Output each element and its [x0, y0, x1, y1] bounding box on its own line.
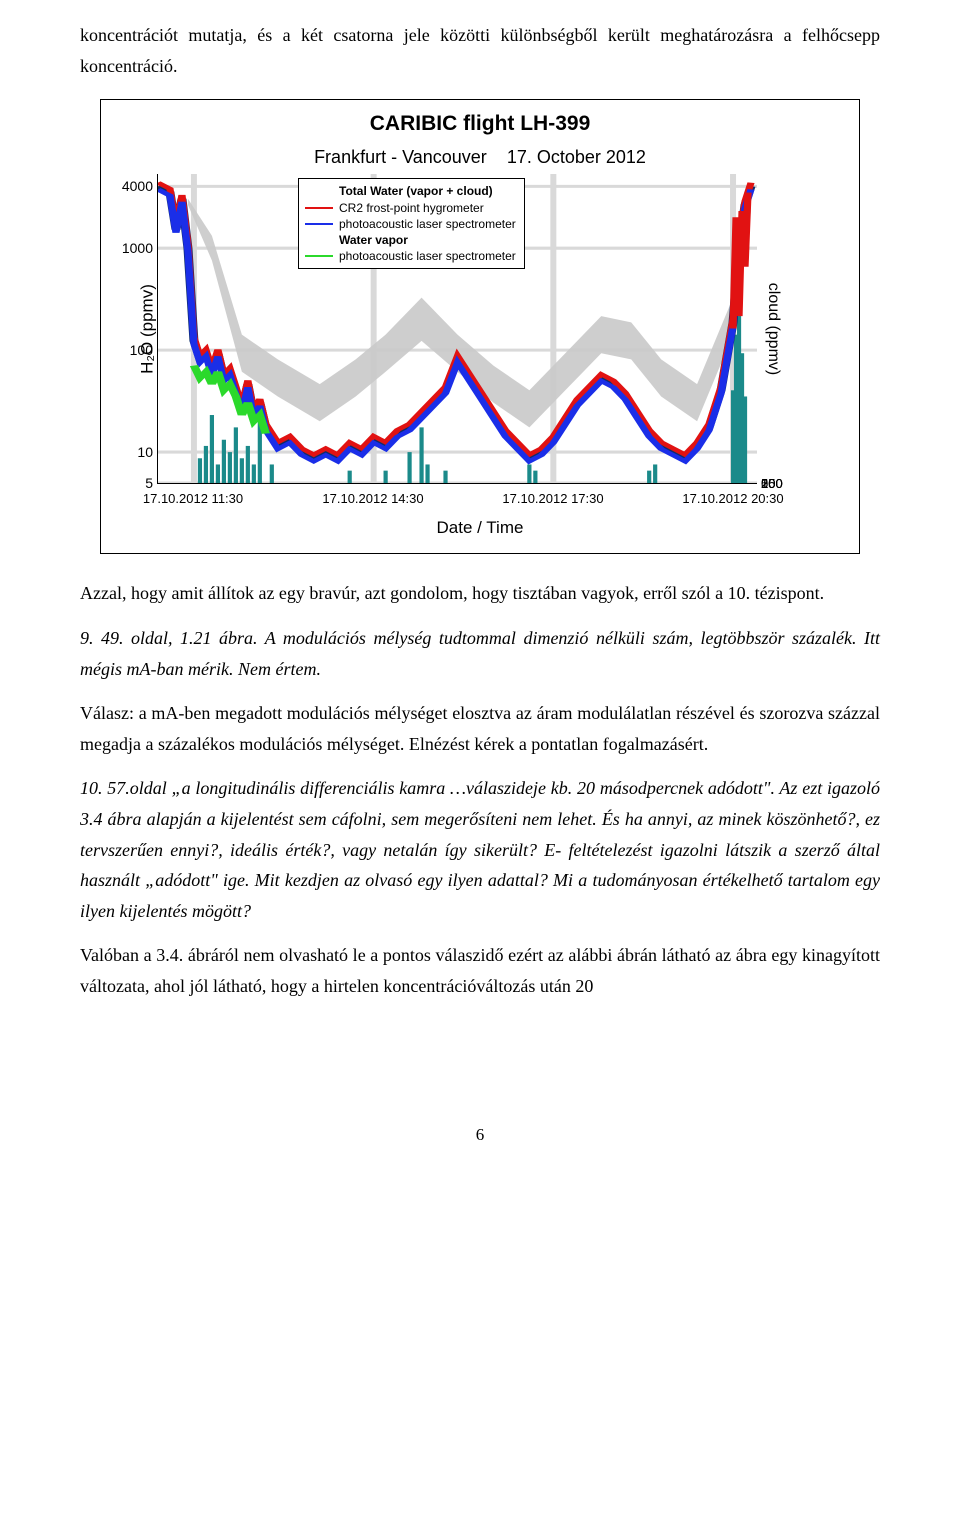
plot-area: Total Water (vapor + cloud) CR2 frost-po… [157, 174, 757, 484]
xtick: 17.10.2012 17:30 [502, 488, 603, 510]
ytick-left: 100 [117, 339, 153, 363]
intro-paragraph: koncentrációt mutatja, és a két csatorna… [80, 20, 880, 81]
legend-h2: Water vapor [339, 232, 408, 248]
para6: Valóban a 3.4. ábráról nem olvasható le … [80, 940, 880, 1001]
xtick: 17.10.2012 11:30 [143, 488, 243, 510]
para3-italic: 9. 49. oldal, 1.21 ábra. A modulációs mé… [80, 623, 880, 684]
page-number: 6 [80, 1121, 880, 1150]
chart-title-area: CARIBIC flight LH-399 Frankfurt - Vancou… [101, 100, 859, 174]
para5-italic: 10. 57.oldal „a longitudinális differenc… [80, 773, 880, 926]
chart-title-sub: Frankfurt - Vancouver 17. October 2012 [101, 142, 859, 173]
legend-swatch-green [305, 255, 333, 257]
para2: Azzal, hogy amit állítok az egy bravúr, … [80, 578, 880, 609]
ytick-left: 4000 [117, 175, 153, 199]
plot-row: H₂O (ppmv) 51010010004000 [101, 174, 859, 484]
xtick: 17.10.2012 20:30 [682, 488, 783, 510]
y-axis-right-label: cloud (ppmv) [759, 283, 786, 375]
chart-sub2: 17. October 2012 [507, 147, 646, 167]
para5-lead: 10. 57.oldal [80, 778, 167, 798]
chart-title-main: CARIBIC flight LH-399 [101, 106, 859, 142]
para4: Válasz: a mA-ben megadott modulációs mél… [80, 698, 880, 759]
y-axis-left: H₂O (ppmv) 51010010004000 [101, 174, 157, 484]
legend-swatch-red [305, 207, 333, 209]
legend-r2: photoacoustic laser spectrometer [339, 216, 516, 232]
ytick-left: 10 [117, 442, 153, 466]
para5-rest: „a longitudinális differenciális kamra …… [80, 778, 880, 920]
legend-r1: CR2 frost-point hygrometer [339, 200, 484, 216]
chart-sub1: Frankfurt - Vancouver [314, 147, 487, 167]
y-axis-left-ticks: 51010010004000 [117, 174, 153, 484]
xtick: 17.10.2012 14:30 [322, 488, 423, 510]
chart-container: CARIBIC flight LH-399 Frankfurt - Vancou… [100, 99, 860, 554]
x-axis-ticks: 17.10.2012 11:3017.10.2012 14:3017.10.20… [157, 484, 757, 512]
x-axis-row: 17.10.2012 11:30 17.10.2012 14:30 17.10.20… [101, 484, 859, 512]
legend-r3: photoacoustic laser spectrometer [339, 248, 516, 264]
y-axis-right: cloud (ppmv) 050100150200250 [757, 174, 821, 484]
ytick-left: 1000 [117, 237, 153, 261]
x-axis-label: Date / Time [101, 512, 859, 553]
chart-frame: CARIBIC flight LH-399 Frankfurt - Vancou… [100, 99, 860, 554]
legend-h1: Total Water (vapor + cloud) [339, 183, 493, 199]
legend-swatch-blue [305, 223, 333, 225]
legend: Total Water (vapor + cloud) CR2 frost-po… [298, 178, 525, 269]
